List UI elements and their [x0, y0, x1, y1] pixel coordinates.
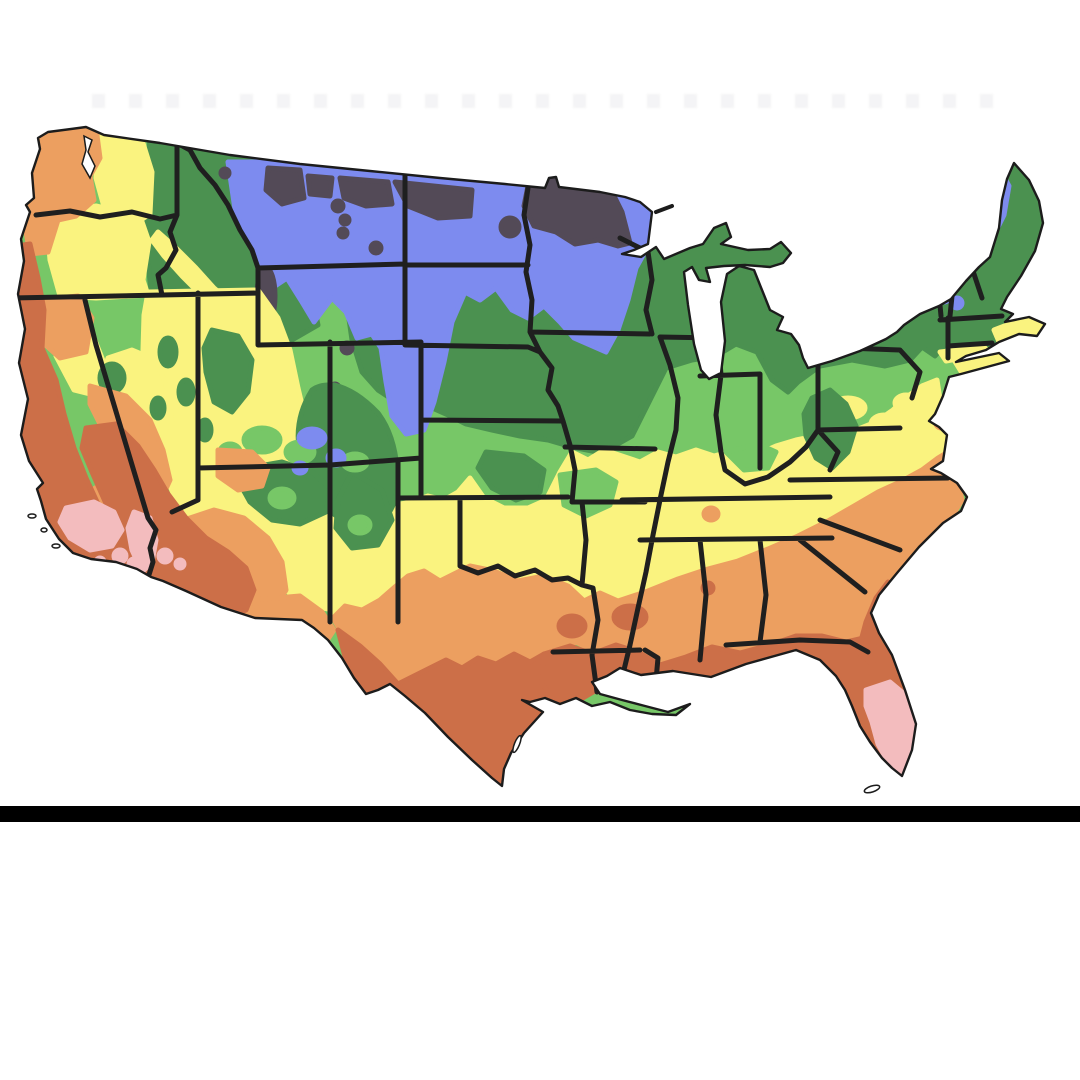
us-outline	[16, 125, 1047, 788]
florida-keys	[863, 784, 881, 794]
coastal-islands	[27, 134, 881, 794]
channel-island	[51, 543, 61, 549]
zone-3-region	[218, 163, 1004, 395]
zone-fill-layers	[18, 127, 1045, 786]
isle-royale	[654, 204, 674, 214]
state-borders	[18, 140, 1005, 695]
channel-island	[40, 527, 48, 533]
padre-island-lagoon	[512, 734, 522, 754]
lake-pontchartrain	[625, 682, 655, 702]
faint-watermark	[92, 94, 1007, 108]
legend: ZONES: 345678910	[0, 840, 1080, 970]
water-cutouts	[625, 682, 655, 702]
channel-island	[27, 513, 37, 519]
puget-sound	[81, 134, 96, 180]
divider-bar	[0, 806, 1080, 822]
